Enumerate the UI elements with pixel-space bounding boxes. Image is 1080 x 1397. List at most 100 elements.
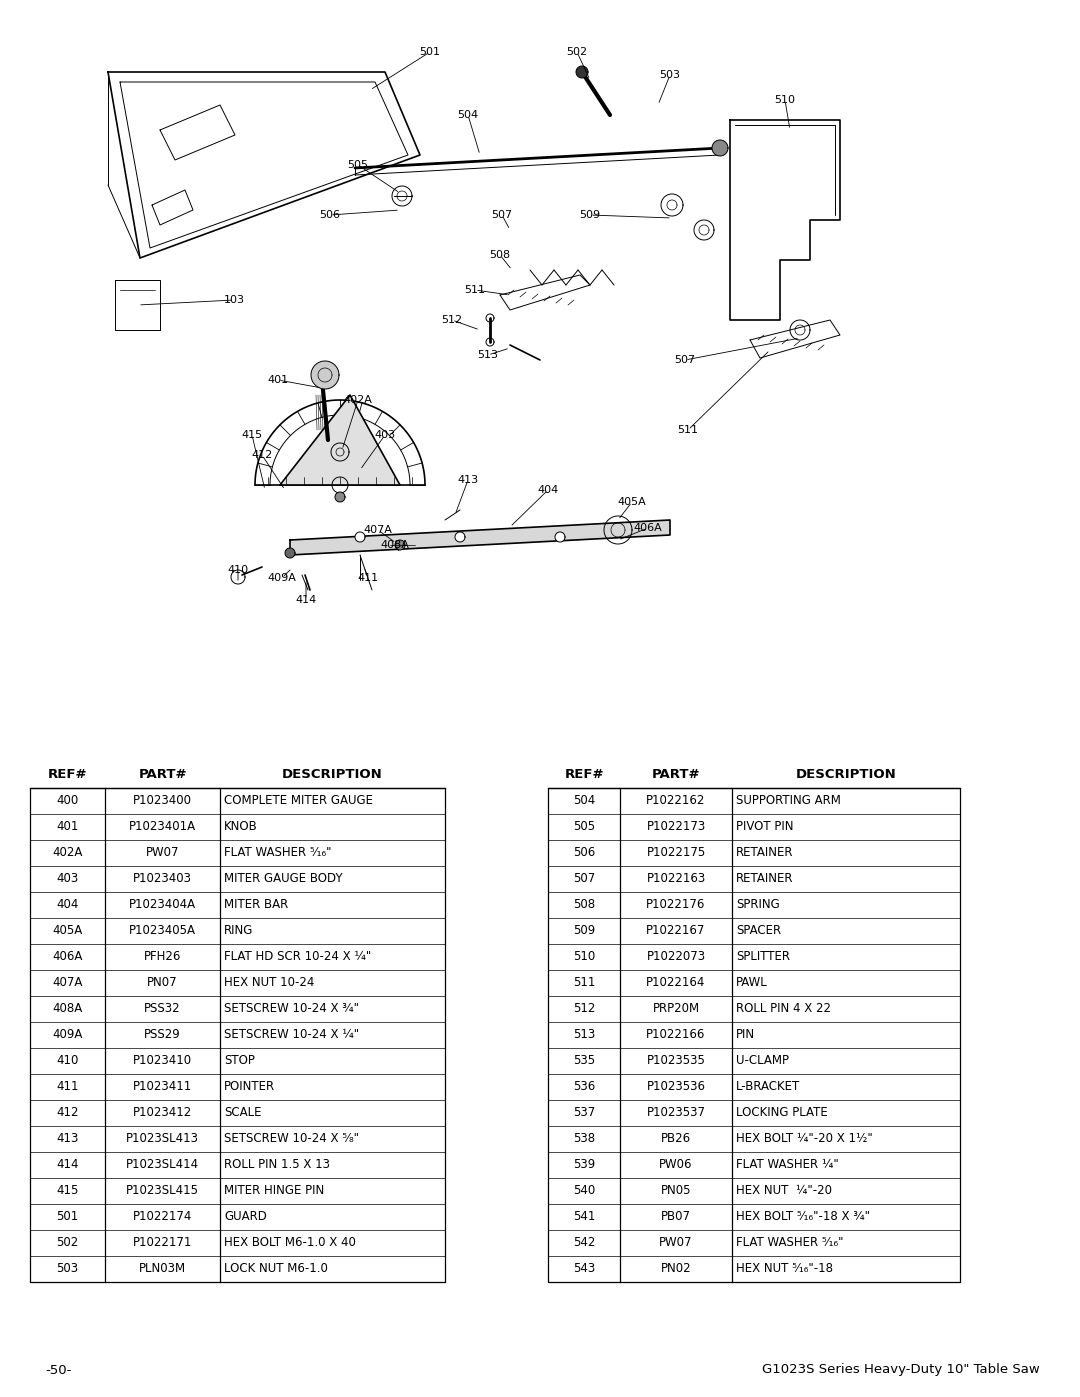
Text: P1023400: P1023400	[133, 795, 192, 807]
Text: 537: 537	[572, 1106, 595, 1119]
Bar	[548, 788, 960, 1282]
Text: RETAINER: RETAINER	[735, 873, 794, 886]
Text: 410: 410	[56, 1055, 79, 1067]
Text: FLAT WASHER ⁵⁄₁₆": FLAT WASHER ⁵⁄₁₆"	[735, 1236, 843, 1249]
Text: G1023S Series Heavy-Duty 10" Table Saw: G1023S Series Heavy-Duty 10" Table Saw	[762, 1363, 1040, 1376]
Text: 407A: 407A	[52, 977, 83, 989]
Text: SETSCREW 10-24 X ¼": SETSCREW 10-24 X ¼"	[224, 1028, 360, 1042]
Text: 404: 404	[538, 485, 558, 495]
Text: 410: 410	[228, 564, 248, 576]
Text: 415: 415	[242, 430, 262, 440]
Text: COMPLETE MITER GAUGE: COMPLETE MITER GAUGE	[224, 795, 373, 807]
Text: DESCRIPTION: DESCRIPTION	[796, 767, 896, 781]
Text: POINTER: POINTER	[224, 1080, 275, 1094]
Text: -50-: -50-	[45, 1363, 71, 1376]
Text: PSS29: PSS29	[144, 1028, 180, 1042]
Text: ROLL PIN 1.5 X 13: ROLL PIN 1.5 X 13	[224, 1158, 330, 1172]
Text: HEX BOLT ⁵⁄₁₆"-18 X ¾": HEX BOLT ⁵⁄₁₆"-18 X ¾"	[735, 1210, 870, 1224]
Text: 542: 542	[572, 1236, 595, 1249]
Text: PN02: PN02	[661, 1263, 691, 1275]
Text: L-BRACKET: L-BRACKET	[735, 1080, 800, 1094]
Text: 414: 414	[295, 595, 316, 605]
Polygon shape	[555, 532, 565, 542]
Text: PSS32: PSS32	[145, 1003, 180, 1016]
Text: 414: 414	[56, 1158, 79, 1172]
Text: STOP: STOP	[224, 1055, 255, 1067]
Text: 502: 502	[566, 47, 588, 57]
Text: REF#: REF#	[564, 767, 604, 781]
Text: FLAT WASHER ⁵⁄₁₆": FLAT WASHER ⁵⁄₁₆"	[224, 847, 332, 859]
Text: FLAT WASHER ¼": FLAT WASHER ¼"	[735, 1158, 839, 1172]
Text: 403: 403	[375, 430, 395, 440]
Text: 512: 512	[572, 1003, 595, 1016]
Text: 543: 543	[572, 1263, 595, 1275]
Text: 512: 512	[442, 314, 462, 326]
Text: 401: 401	[268, 374, 288, 386]
Text: 503: 503	[660, 70, 680, 80]
Text: 408A: 408A	[380, 541, 409, 550]
Text: 407A: 407A	[364, 525, 392, 535]
Text: PLN03M: PLN03M	[139, 1263, 186, 1275]
Text: SETSCREW 10-24 X ¾": SETSCREW 10-24 X ¾"	[224, 1003, 359, 1016]
Text: 541: 541	[572, 1210, 595, 1224]
Text: HEX NUT  ¼"-20: HEX NUT ¼"-20	[735, 1185, 832, 1197]
Text: 539: 539	[572, 1158, 595, 1172]
Text: SCALE: SCALE	[224, 1106, 261, 1119]
Text: 507: 507	[674, 355, 696, 365]
Text: PIN: PIN	[735, 1028, 755, 1042]
Text: 504: 504	[572, 795, 595, 807]
Text: PIVOT PIN: PIVOT PIN	[735, 820, 794, 834]
Text: PART#: PART#	[138, 767, 187, 781]
Text: RING: RING	[224, 925, 254, 937]
Text: MITER GAUGE BODY: MITER GAUGE BODY	[224, 873, 342, 886]
Text: GUARD: GUARD	[224, 1210, 267, 1224]
Text: PART#: PART#	[651, 767, 700, 781]
Text: 508: 508	[489, 250, 511, 260]
Text: 501: 501	[56, 1210, 79, 1224]
Text: KNOB: KNOB	[224, 820, 258, 834]
Text: P1022163: P1022163	[646, 873, 705, 886]
Text: P1022162: P1022162	[646, 795, 705, 807]
Text: P1023403: P1023403	[133, 873, 192, 886]
Text: 507: 507	[572, 873, 595, 886]
Text: MITER BAR: MITER BAR	[224, 898, 288, 911]
Text: 505: 505	[348, 161, 368, 170]
Text: P1022171: P1022171	[133, 1236, 192, 1249]
Text: 402A: 402A	[52, 847, 83, 859]
Text: P1023411: P1023411	[133, 1080, 192, 1094]
Text: SPRING: SPRING	[735, 898, 780, 911]
Text: P1022073: P1022073	[647, 950, 705, 964]
Text: REF#: REF#	[48, 767, 87, 781]
Text: P1022164: P1022164	[646, 977, 705, 989]
Text: 413: 413	[458, 475, 478, 485]
Text: 507: 507	[491, 210, 513, 219]
Text: DESCRIPTION: DESCRIPTION	[282, 767, 383, 781]
Text: 408A: 408A	[52, 1003, 83, 1016]
Text: P1022166: P1022166	[646, 1028, 705, 1042]
Text: 510: 510	[774, 95, 796, 105]
Polygon shape	[311, 360, 339, 388]
Text: 409A: 409A	[268, 573, 296, 583]
Polygon shape	[712, 140, 728, 156]
Text: U-CLAMP: U-CLAMP	[735, 1055, 789, 1067]
Text: 506: 506	[320, 210, 340, 219]
Text: PB07: PB07	[661, 1210, 691, 1224]
Text: P1023536: P1023536	[647, 1080, 705, 1094]
Text: P1023SL415: P1023SL415	[126, 1185, 199, 1197]
Text: 405A: 405A	[52, 925, 83, 937]
Polygon shape	[576, 66, 588, 78]
Text: 511: 511	[464, 285, 486, 295]
Text: P1023537: P1023537	[647, 1106, 705, 1119]
Polygon shape	[355, 532, 365, 542]
Text: PB26: PB26	[661, 1133, 691, 1146]
Text: 536: 536	[572, 1080, 595, 1094]
Text: P1022167: P1022167	[646, 925, 705, 937]
Polygon shape	[280, 395, 400, 485]
Text: P1023412: P1023412	[133, 1106, 192, 1119]
Text: 509: 509	[572, 925, 595, 937]
Text: PFH26: PFH26	[144, 950, 181, 964]
Text: P1022173: P1022173	[646, 820, 705, 834]
Text: HEX NUT 10-24: HEX NUT 10-24	[224, 977, 314, 989]
Text: PN05: PN05	[661, 1185, 691, 1197]
Text: 510: 510	[572, 950, 595, 964]
